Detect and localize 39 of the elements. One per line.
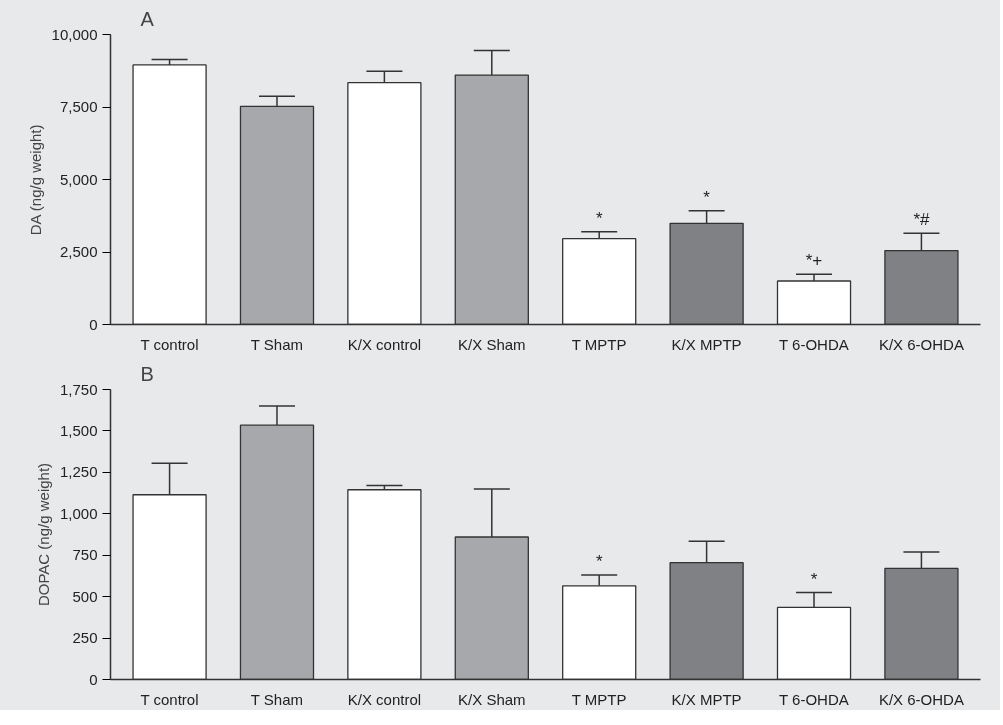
x-tick-label: K/X 6-OHDA (878, 335, 964, 353)
y-tick-label: 10,000 (51, 25, 98, 43)
x-tick-label: T 6-OHDA (779, 690, 849, 708)
x-tick-label: K/X 6-OHDA (878, 690, 964, 708)
y-tick-label: 5,000 (59, 170, 98, 188)
annotation: * (810, 569, 818, 589)
y-tick-label: 500 (72, 587, 98, 605)
annotation: * (595, 208, 603, 228)
x-tick-label: K/X control (347, 690, 422, 708)
annotation: * (703, 187, 711, 207)
y-axis-title: DOPAC (ng/g weight) (34, 462, 52, 607)
x-tick-label: T MPTP (571, 335, 627, 353)
y-tick-label: 750 (72, 546, 98, 564)
annotation: *+ (805, 251, 823, 271)
x-tick-label: K/X MPTP (671, 335, 742, 353)
y-tick-label: 1,250 (59, 463, 98, 481)
y-tick-label: 1,000 (59, 504, 98, 522)
y-tick-label: 0 (89, 670, 98, 688)
annotation: *# (913, 210, 931, 230)
x-tick-label: K/X control (347, 335, 422, 353)
x-tick-label: T 6-OHDA (779, 335, 849, 353)
y-axis-title: DA (ng/g weight) (26, 124, 44, 236)
x-tick-label: T control (140, 335, 199, 353)
x-tick-label: T Sham (250, 690, 303, 708)
x-tick-label: T control (140, 690, 199, 708)
chart-title: B (140, 362, 154, 385)
chart-title: A (140, 7, 155, 30)
y-tick-label: 1,500 (59, 421, 98, 439)
x-tick-label: T Sham (250, 335, 303, 353)
x-tick-label: K/X Sham (458, 335, 526, 353)
annotation: * (595, 552, 603, 572)
y-tick-label: 1,750 (59, 380, 98, 398)
y-tick-label: 7,500 (59, 98, 98, 115)
x-tick-label: K/X Sham (458, 690, 526, 708)
y-tick-label: 2,500 (59, 243, 98, 260)
y-tick-label: 0 (89, 315, 98, 333)
y-tick-label: 250 (72, 629, 98, 647)
x-tick-label: K/X MPTP (671, 690, 742, 708)
x-tick-label: T MPTP (571, 690, 627, 708)
